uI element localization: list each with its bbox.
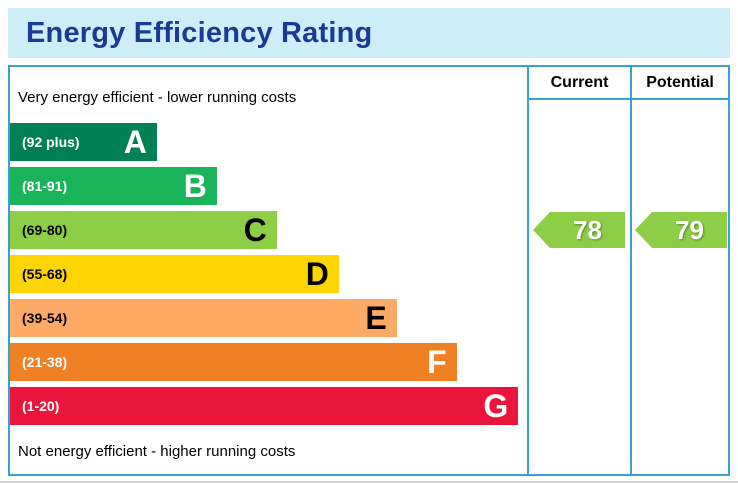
- band-letter: A: [123, 124, 147, 160]
- band-range-label: (69-80): [22, 222, 68, 238]
- bottom-label: Not energy efficient - higher running co…: [18, 443, 296, 460]
- band-bar-a: (92 plus) A: [10, 123, 157, 161]
- band-bar-f: (21-38) F: [10, 343, 457, 381]
- column-divider-current: [527, 67, 529, 474]
- current-arrow-body: 78: [550, 212, 625, 248]
- current-rating-value: 78: [573, 214, 602, 245]
- title-bar: Energy Efficiency Rating: [8, 8, 730, 58]
- band-row-f: (21-38) F: [10, 343, 527, 381]
- band-bar-b: (81-91) B: [10, 167, 217, 205]
- band-range-label: (92 plus): [22, 134, 80, 150]
- band-letter: E: [365, 300, 387, 336]
- potential-rating-value: 79: [675, 214, 704, 245]
- band-range-label: (1-20): [22, 398, 60, 414]
- column-divider-potential: [630, 67, 632, 474]
- column-header-underline: [527, 98, 728, 100]
- band-letter: D: [305, 256, 329, 292]
- top-label: Very energy efficient - lower running co…: [18, 89, 297, 106]
- band-range-label: (39-54): [22, 310, 68, 326]
- band-range-label: (21-38): [22, 354, 68, 370]
- band-letter: G: [483, 388, 509, 424]
- current-column-header: Current: [550, 73, 609, 91]
- band-row-d: (55-68) D: [10, 255, 527, 293]
- band-range-label: (55-68): [22, 266, 68, 282]
- band-row-b: (81-91) B: [10, 167, 527, 205]
- band-row-a: (92 plus) A: [10, 123, 527, 161]
- band-bar-e: (39-54) E: [10, 299, 397, 337]
- potential-arrow-tip-icon: [635, 212, 652, 248]
- potential-column-header: Potential: [646, 73, 714, 91]
- potential-rating-arrow: 79: [635, 212, 727, 248]
- epc-chart-frame: Very energy efficient - lower running co…: [8, 65, 730, 476]
- page-title: Energy Efficiency Rating: [26, 16, 373, 49]
- current-rating-arrow: 78: [533, 212, 625, 248]
- band-row-e: (39-54) E: [10, 299, 527, 337]
- bottom-divider: [0, 481, 738, 483]
- band-row-c: (69-80) C: [10, 211, 527, 249]
- band-letter: F: [427, 344, 447, 380]
- band-letter: C: [243, 212, 267, 248]
- bands-container: (92 plus) A (81-91) B (69-80) C (55-68) D (39-54…: [10, 123, 527, 431]
- potential-arrow-body: 79: [652, 212, 727, 248]
- band-letter: B: [183, 168, 207, 204]
- band-range-label: (81-91): [22, 178, 68, 194]
- band-bar-c: (69-80) C: [10, 211, 277, 249]
- band-row-g: (1-20) G: [10, 387, 527, 425]
- band-bar-g: (1-20) G: [10, 387, 519, 425]
- band-bar-d: (55-68) D: [10, 255, 339, 293]
- current-arrow-tip-icon: [533, 212, 550, 248]
